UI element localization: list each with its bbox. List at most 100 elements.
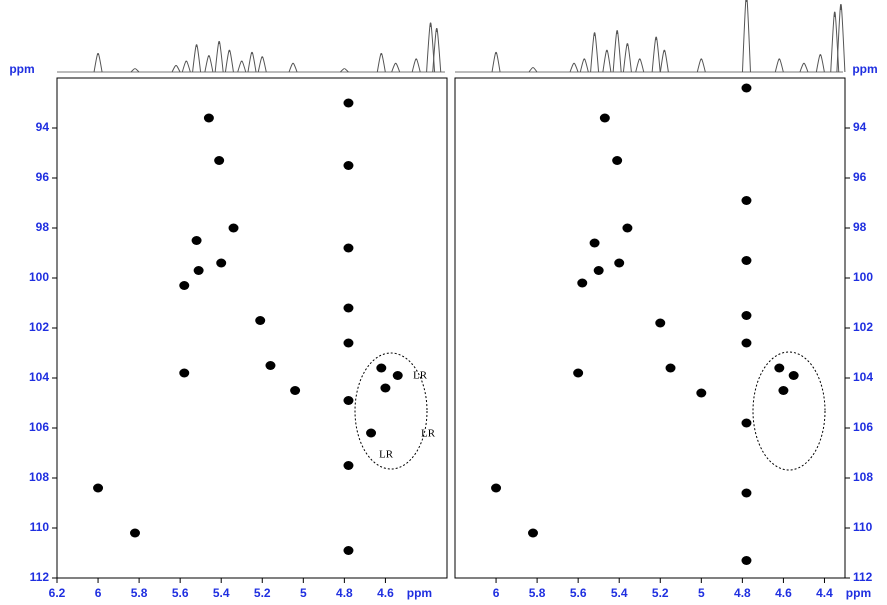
- highlight-ellipse: [752, 351, 826, 471]
- peak: [741, 311, 752, 320]
- peak: [130, 528, 140, 538]
- peak: [741, 196, 752, 205]
- x-tick-label: 6: [95, 586, 102, 600]
- y-tick-label: 108: [29, 470, 49, 484]
- y-tick-label: 108: [853, 470, 873, 484]
- y-tick-label: 112: [30, 570, 50, 584]
- projection-peak: [799, 62, 809, 73]
- peak: [696, 388, 707, 398]
- peak: [392, 371, 403, 380]
- x-tick-label: 4.6: [775, 586, 792, 600]
- peak: [380, 383, 391, 393]
- projection-peak: [491, 51, 501, 73]
- peak: [573, 368, 584, 378]
- x-tick-label: 5.6: [570, 586, 587, 600]
- projection-peak: [237, 60, 247, 73]
- y-tick-label: 96: [36, 170, 50, 184]
- x-tick-label: 4.8: [734, 586, 751, 600]
- projection-peak: [696, 58, 706, 73]
- projection-peak: [815, 54, 825, 73]
- peak: [193, 266, 204, 275]
- projection-peak: [204, 55, 214, 73]
- x-tick-label: 5.6: [172, 586, 189, 600]
- x-tick-label: 4.8: [336, 586, 353, 600]
- peak: [614, 258, 625, 268]
- highlight-ellipse: [354, 352, 428, 470]
- projection-peak: [340, 68, 349, 73]
- y-tick-label: 94: [853, 120, 867, 134]
- projection-peak: [635, 58, 645, 73]
- projection-peak: [528, 67, 538, 73]
- peak: [599, 113, 610, 123]
- peak: [741, 338, 752, 348]
- projection-peak: [411, 58, 421, 73]
- projection-peak: [622, 43, 632, 73]
- peak: [376, 363, 387, 373]
- peak: [491, 483, 502, 493]
- y-tick-label: 100: [853, 270, 873, 284]
- x-tick-label: 6.2: [49, 586, 66, 600]
- projection-peak: [426, 22, 436, 73]
- peak: [577, 278, 588, 288]
- peak: [343, 338, 354, 348]
- peak: [343, 461, 354, 470]
- x-tick-label: 5.4: [611, 586, 628, 600]
- peak: [343, 303, 354, 313]
- y-tick-label: 110: [853, 520, 873, 534]
- peak: [93, 483, 104, 493]
- x-tick-label: 5.2: [652, 586, 669, 600]
- projection-peak: [612, 30, 622, 73]
- y-tick-label: 94: [36, 120, 50, 134]
- projection-peak: [192, 44, 202, 73]
- projection-peak: [247, 51, 257, 73]
- plot-frame: [454, 77, 846, 579]
- peak: [290, 386, 301, 395]
- x-tick-label: 6: [493, 586, 500, 600]
- peak: [179, 368, 190, 378]
- peak: [343, 161, 354, 170]
- x-tick-label: 5.8: [529, 586, 546, 600]
- y-tick-label: 104: [853, 370, 873, 384]
- peak: [343, 98, 354, 108]
- y-axis-label: ppm: [9, 62, 34, 76]
- y-tick-label: 110: [30, 520, 50, 534]
- x-tick-label: 5.4: [213, 586, 230, 600]
- projection-peak: [376, 53, 386, 73]
- projection-peak: [659, 49, 669, 73]
- peak: [265, 361, 276, 370]
- peak: [191, 236, 202, 245]
- peak: [216, 258, 227, 268]
- projection-peak: [579, 58, 589, 73]
- y-tick-label: 98: [853, 220, 867, 234]
- projection-peak: [214, 41, 224, 73]
- x-tick-label: 5.2: [254, 586, 271, 600]
- peak: [343, 546, 354, 555]
- projection-peak: [181, 60, 191, 73]
- annotation: LR: [421, 428, 436, 440]
- projection-peak: [741, 0, 751, 73]
- peak: [528, 528, 538, 538]
- projection-peak: [224, 49, 234, 73]
- x-tick-label: 4.4: [816, 586, 833, 600]
- projection-peak: [830, 11, 840, 73]
- peak: [622, 223, 633, 233]
- peak: [778, 386, 789, 395]
- x-tick-label: 5.8: [131, 586, 148, 600]
- x-tick-label: 5: [300, 586, 307, 600]
- projection-peak: [171, 64, 181, 73]
- projection-peak: [774, 58, 784, 73]
- projection-peak: [93, 53, 103, 73]
- plot-frame: [56, 77, 448, 579]
- peak: [593, 266, 604, 275]
- peak: [741, 83, 752, 93]
- peak: [343, 396, 354, 405]
- projection-peak: [130, 68, 140, 73]
- y-tick-label: 102: [853, 320, 873, 334]
- annotation: LR: [379, 449, 394, 461]
- peak: [214, 156, 225, 165]
- x-axis-label: ppm: [407, 586, 432, 600]
- peak: [589, 238, 600, 248]
- y-tick-label: 106: [853, 420, 873, 434]
- peak: [203, 113, 214, 123]
